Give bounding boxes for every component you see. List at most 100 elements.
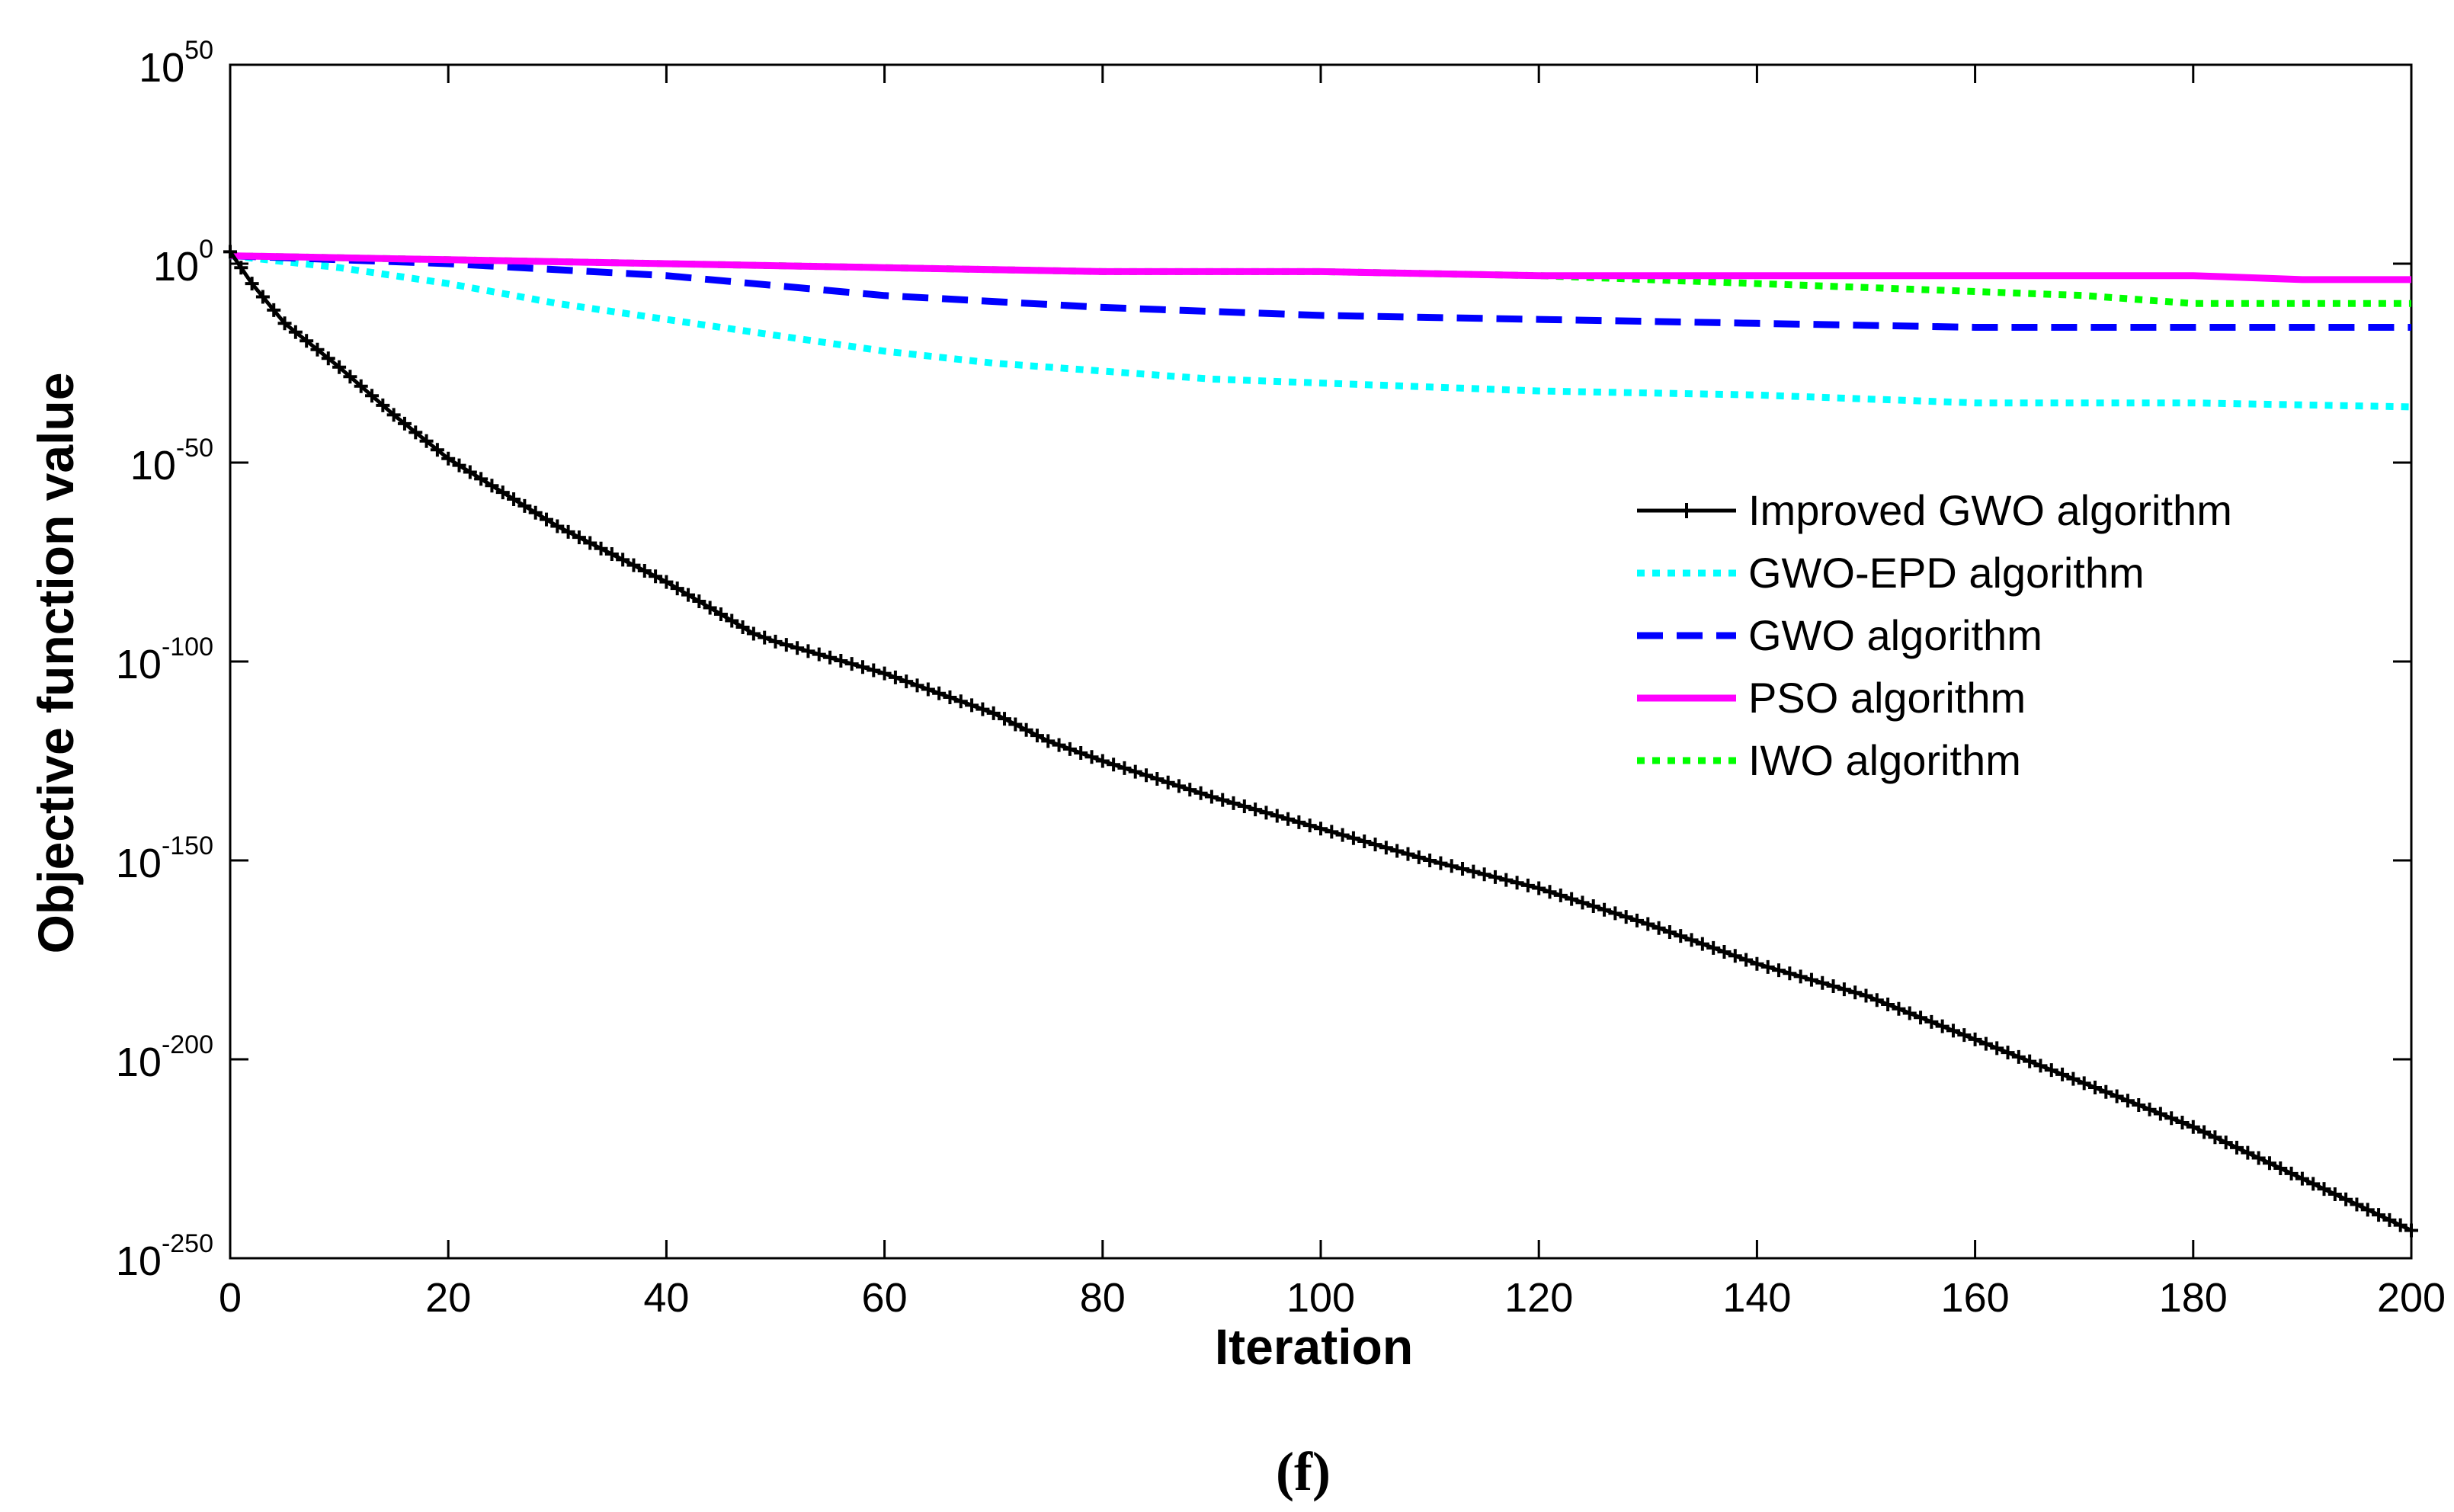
plus-marker xyxy=(2142,1102,2157,1116)
plus-marker xyxy=(376,398,390,412)
plus-marker xyxy=(572,530,586,545)
plus-marker xyxy=(2295,1171,2309,1186)
plus-marker xyxy=(2251,1151,2266,1165)
plus-marker xyxy=(1456,861,1470,876)
plus-marker xyxy=(245,277,259,291)
plus-marker xyxy=(1629,913,1644,927)
plus-marker xyxy=(1368,838,1382,852)
plus-marker xyxy=(2197,1125,2212,1139)
plus-marker xyxy=(2055,1067,2070,1081)
plus-marker xyxy=(474,472,489,486)
plus-marker xyxy=(1041,734,1056,748)
plus-marker xyxy=(2393,1218,2408,1232)
plus-marker xyxy=(768,634,783,649)
plus-marker xyxy=(1292,815,1306,829)
plus-marker xyxy=(746,626,761,641)
plus-marker xyxy=(2023,1054,2037,1068)
axis-ticks xyxy=(229,63,2413,1260)
x-tick-label: 100 xyxy=(1286,1275,1355,1321)
y-tick-label: 10-150 xyxy=(116,831,213,886)
plus-marker xyxy=(1510,876,1524,890)
plus-marker xyxy=(703,601,717,615)
plus-marker xyxy=(888,670,902,684)
legend-label: IWO algorithm xyxy=(1748,736,2021,784)
plus-marker xyxy=(2132,1098,2146,1113)
x-tick-label: 200 xyxy=(2377,1275,2446,1321)
plus-marker xyxy=(1793,969,1808,984)
plus-marker xyxy=(1575,895,1590,910)
plus-marker xyxy=(649,569,663,584)
plus-marker xyxy=(1815,975,1830,990)
plus-marker xyxy=(267,303,281,317)
plus-marker xyxy=(223,245,237,259)
x-tick-label: 0 xyxy=(219,1275,242,1321)
plus-marker xyxy=(834,653,848,668)
plus-marker xyxy=(2219,1136,2233,1150)
plus-marker xyxy=(1335,828,1350,842)
x-tick-label: 140 xyxy=(1722,1275,1791,1321)
plus-marker xyxy=(1499,873,1514,887)
plus-marker xyxy=(1314,822,1328,836)
plus-marker xyxy=(2110,1089,2124,1104)
x-tick-label: 60 xyxy=(862,1275,908,1321)
plus-marker xyxy=(1401,847,1415,861)
plus-marker xyxy=(998,712,1012,726)
plus-marker xyxy=(2339,1192,2353,1206)
plus-marker xyxy=(1193,786,1208,800)
plus-marker xyxy=(758,630,772,645)
series-line-gwo-epd-algorithm xyxy=(229,252,2412,411)
plus-marker xyxy=(2230,1140,2244,1155)
plus-marker xyxy=(1924,1014,1939,1029)
plus-marker xyxy=(1128,764,1142,779)
plus-marker xyxy=(365,389,380,403)
plus-marker xyxy=(1935,1019,1949,1033)
plus-marker xyxy=(397,416,412,431)
plus-marker xyxy=(1772,963,1786,978)
series-layer xyxy=(223,245,2418,1238)
plus-marker xyxy=(2284,1166,2299,1180)
plus-marker xyxy=(452,458,466,472)
plus-marker xyxy=(659,575,674,589)
plus-marker xyxy=(921,682,935,697)
plus-marker xyxy=(855,660,870,674)
plus-marker xyxy=(1216,793,1230,807)
plus-marker xyxy=(1346,831,1360,845)
plus-marker xyxy=(332,360,347,374)
plus-marker xyxy=(354,379,368,393)
plus-marker xyxy=(713,607,728,622)
x-axis-label: Iteration xyxy=(1215,1318,1413,1375)
x-tick-label: 180 xyxy=(2159,1275,2228,1321)
plus-marker xyxy=(1957,1028,1972,1043)
plus-marker xyxy=(1717,945,1732,959)
plus-marker xyxy=(1565,892,1579,906)
series-line-gwo-algorithm xyxy=(229,252,2411,331)
plus-marker xyxy=(419,434,434,448)
plus-marker xyxy=(277,316,292,331)
plus-marker xyxy=(255,290,270,304)
plus-marker xyxy=(1183,783,1197,797)
plus-marker xyxy=(1892,1001,1906,1016)
plus-marker xyxy=(343,370,357,384)
plus-marker xyxy=(1390,844,1405,858)
plus-marker xyxy=(300,334,314,348)
plus-marker xyxy=(1760,959,1775,974)
plus-marker xyxy=(1608,906,1623,921)
plus-marker xyxy=(626,558,641,572)
plus-marker xyxy=(1302,818,1317,833)
plus-marker xyxy=(932,686,947,700)
plus-marker xyxy=(1052,738,1066,752)
plus-marker xyxy=(1881,997,1895,1011)
plus-marker xyxy=(637,563,652,578)
plus-marker xyxy=(1150,771,1165,786)
y-tick-label: 10-50 xyxy=(130,434,213,489)
plus-marker xyxy=(288,325,303,339)
y-axis-label: Objective function value xyxy=(27,373,84,954)
plus-marker xyxy=(495,485,510,500)
plus-marker xyxy=(1695,937,1709,951)
x-tick-label: 40 xyxy=(643,1275,689,1321)
plus-marker xyxy=(1270,809,1284,823)
plus-marker xyxy=(976,702,990,716)
plus-marker xyxy=(1488,870,1502,884)
plus-marker xyxy=(1466,864,1481,879)
